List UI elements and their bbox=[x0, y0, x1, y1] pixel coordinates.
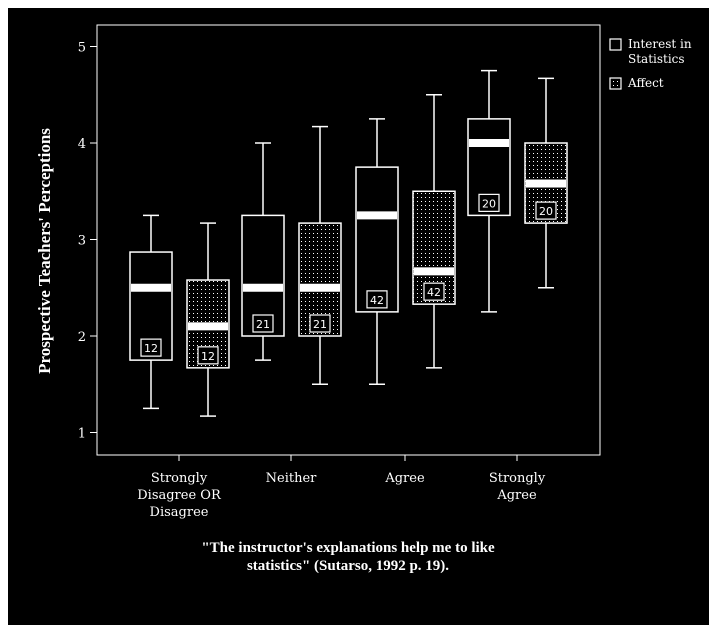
median-bar bbox=[469, 139, 509, 147]
legend-label: Affect bbox=[627, 76, 664, 90]
n-label: 42 bbox=[370, 294, 384, 307]
x-category-label: Disagree OR bbox=[137, 488, 222, 503]
median-bar bbox=[188, 322, 228, 331]
figure-caption: statistics" (Sutarso, 1992 p. 19). bbox=[247, 558, 449, 574]
y-tick-label: 4 bbox=[78, 137, 86, 152]
y-tick-label: 1 bbox=[78, 427, 86, 442]
n-label: 12 bbox=[144, 342, 158, 355]
interest-box: 42 bbox=[355, 118, 399, 385]
n-label-box bbox=[366, 290, 388, 309]
median-bar bbox=[357, 211, 397, 220]
n-label-box bbox=[197, 346, 219, 365]
n-label-box bbox=[309, 314, 331, 333]
n-label-box bbox=[252, 314, 274, 333]
x-category-label: Strongly bbox=[489, 471, 546, 486]
y-tick-label: 5 bbox=[78, 41, 86, 56]
legend-label: Statistics bbox=[628, 52, 685, 66]
affect-box: 20 bbox=[524, 77, 568, 289]
n-label: 20 bbox=[539, 205, 553, 218]
y-axis-label: Prospective Teachers' Perceptions bbox=[35, 128, 54, 374]
plot-frame bbox=[96, 24, 601, 456]
n-label-box bbox=[423, 282, 445, 301]
median-bar bbox=[300, 283, 340, 292]
figure-caption: "The instructor's explanations help me t… bbox=[201, 540, 495, 556]
n-label: 12 bbox=[201, 350, 215, 363]
y-tick-label: 2 bbox=[78, 330, 86, 345]
legend-swatch-interest bbox=[609, 38, 622, 51]
iqr-box bbox=[355, 166, 399, 313]
legend-swatch-affect bbox=[609, 77, 622, 90]
x-category-label: Strongly bbox=[151, 471, 208, 486]
legend-label: Interest in bbox=[628, 37, 692, 51]
median-bar bbox=[243, 283, 283, 292]
x-category-label: Neither bbox=[266, 471, 318, 486]
interest-box: 12 bbox=[129, 214, 173, 410]
x-category-label: Agree bbox=[384, 471, 425, 486]
n-label-box bbox=[478, 193, 500, 212]
median-bar bbox=[131, 283, 171, 292]
interest-box: 20 bbox=[467, 69, 511, 313]
affect-box: 12 bbox=[186, 222, 230, 417]
affect-box: 21 bbox=[298, 125, 342, 385]
median-bar bbox=[414, 267, 454, 276]
x-category-label: Disagree bbox=[150, 505, 209, 520]
chart-figure: 1 2 3 4 5 Prospective Teachers' Perceptions St… bbox=[8, 8, 709, 625]
n-label: 21 bbox=[256, 318, 270, 331]
affect-box: 42 bbox=[412, 94, 456, 369]
y-tick-label: 3 bbox=[78, 234, 86, 249]
x-category-label: Agree bbox=[496, 488, 537, 503]
median-bar bbox=[526, 179, 566, 188]
interest-box: 21 bbox=[241, 142, 285, 361]
n-label-box bbox=[140, 338, 162, 357]
n-label: 42 bbox=[427, 286, 441, 299]
n-label: 20 bbox=[482, 197, 496, 210]
n-label: 21 bbox=[313, 318, 327, 331]
n-label-box bbox=[535, 201, 557, 220]
